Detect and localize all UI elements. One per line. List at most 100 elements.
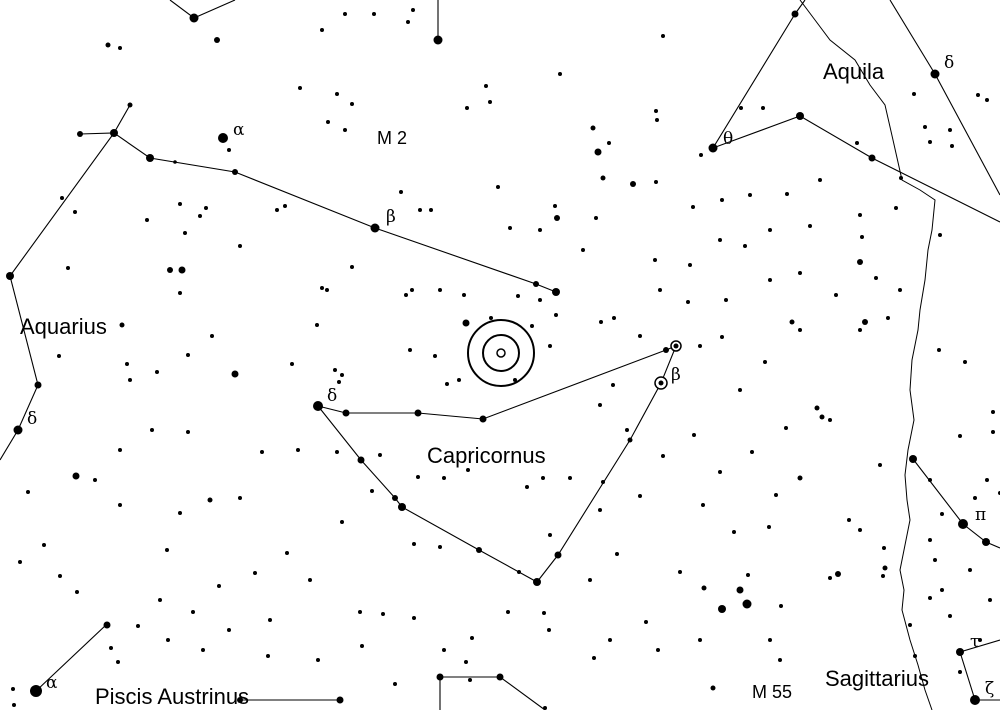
star [468, 678, 472, 682]
star [457, 378, 461, 382]
star [336, 696, 344, 704]
star [12, 703, 16, 707]
star [118, 448, 122, 452]
star [828, 576, 832, 580]
star [433, 35, 443, 45]
star [797, 475, 803, 481]
star [316, 658, 320, 662]
star [898, 288, 902, 292]
star [231, 370, 239, 378]
star [438, 545, 442, 549]
double-star-dot [673, 343, 679, 349]
star [393, 682, 397, 686]
star [796, 112, 804, 120]
star [627, 437, 633, 443]
star [167, 267, 173, 273]
star [739, 106, 743, 110]
star [858, 328, 862, 332]
star [791, 10, 799, 18]
star [768, 638, 772, 642]
star [548, 533, 552, 537]
target-marker [467, 319, 535, 387]
star [858, 213, 862, 217]
star [948, 614, 952, 618]
star [186, 353, 190, 357]
star [378, 453, 382, 457]
star [358, 610, 362, 614]
star [701, 503, 705, 507]
star [326, 120, 330, 124]
star [746, 573, 750, 577]
star [692, 433, 696, 437]
star [416, 475, 420, 479]
star [607, 141, 611, 145]
star [834, 293, 838, 297]
star [594, 148, 602, 156]
star [496, 673, 504, 681]
star [6, 272, 14, 280]
star [530, 324, 534, 328]
star [779, 604, 783, 608]
star [186, 430, 190, 434]
star [127, 102, 133, 108]
star [598, 508, 602, 512]
star [178, 202, 182, 206]
star [340, 373, 344, 377]
label-capricornus: Capricornus [427, 443, 546, 468]
star [976, 93, 980, 97]
star [542, 611, 546, 615]
star [656, 648, 660, 652]
double-star-dot [658, 380, 664, 386]
star [227, 148, 231, 152]
star [103, 621, 111, 629]
star [342, 409, 350, 417]
star [227, 628, 231, 632]
star [958, 670, 962, 674]
star [238, 244, 242, 248]
star [678, 570, 682, 574]
star [372, 12, 376, 16]
star [909, 455, 917, 463]
star [963, 360, 967, 364]
star [547, 628, 551, 632]
star [948, 128, 952, 132]
star [978, 638, 982, 642]
star [60, 196, 64, 200]
star [882, 565, 888, 571]
star [654, 109, 658, 113]
star [357, 456, 365, 464]
star [210, 334, 214, 338]
star [928, 140, 932, 144]
star [691, 205, 695, 209]
star [598, 403, 602, 407]
star [178, 266, 186, 274]
star [392, 495, 398, 501]
star [464, 660, 468, 664]
star [109, 646, 113, 650]
star [862, 319, 868, 325]
star [119, 322, 125, 328]
star [217, 584, 221, 588]
aquarius-lines-2 [0, 132, 116, 461]
star [736, 586, 744, 594]
milky-way-boundary [799, 0, 936, 710]
star [661, 34, 665, 38]
star [66, 266, 70, 270]
star [110, 129, 118, 137]
star [630, 181, 636, 187]
star [268, 618, 272, 622]
star [743, 244, 747, 248]
star [488, 100, 492, 104]
bottom-lines [439, 676, 546, 710]
star [658, 288, 662, 292]
star [592, 656, 596, 660]
star [923, 125, 927, 129]
star [991, 410, 995, 414]
star [105, 42, 111, 48]
star [283, 204, 287, 208]
star [655, 118, 659, 122]
star [982, 538, 990, 546]
star [308, 578, 312, 582]
star [470, 636, 474, 640]
